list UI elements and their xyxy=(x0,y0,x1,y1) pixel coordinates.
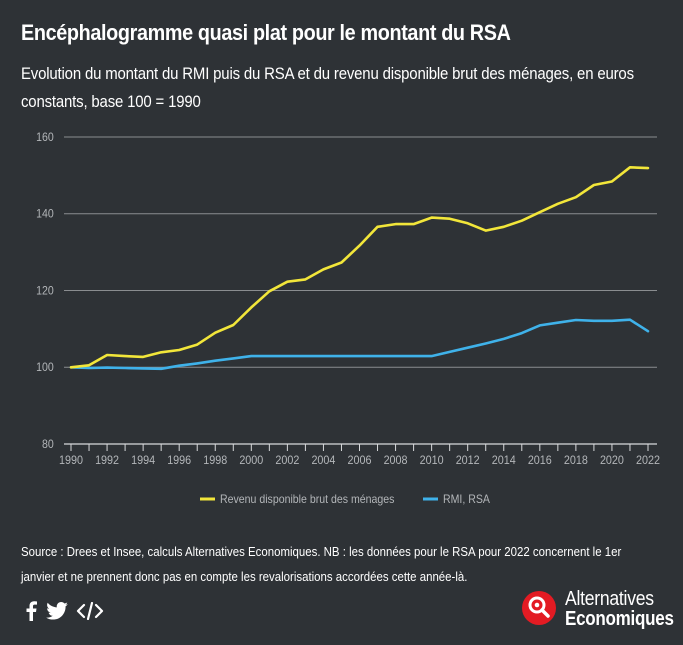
x-tick-label: 1994 xyxy=(131,453,155,467)
x-axis: 1990 1992 1994 1996 1998 2000 2002 2004 2006 2008… xyxy=(59,443,660,467)
facebook-icon[interactable] xyxy=(24,601,38,626)
x-tick-label: 2010 xyxy=(420,453,444,467)
x-tick-label: 2018 xyxy=(564,453,588,467)
x-tick-label: 2014 xyxy=(492,453,516,467)
logo-text-line1: Alternatives xyxy=(565,588,654,610)
y-tick-label: 80 xyxy=(42,438,54,451)
social-share-bar xyxy=(24,601,104,626)
x-tick-label: 2022 xyxy=(636,453,660,467)
twitter-icon[interactable] xyxy=(46,602,68,625)
x-tick-label: 2002 xyxy=(275,453,299,467)
embed-code-icon[interactable] xyxy=(76,601,104,625)
chart-title: Encéphalogramme quasi plat pour le monta… xyxy=(21,20,511,45)
y-tick-label: 120 xyxy=(36,285,54,298)
x-tick-label: 2000 xyxy=(239,453,263,467)
y-axis: 80 100 120 140 160 xyxy=(36,131,54,451)
y-tick-label: 100 xyxy=(36,362,54,375)
series-line xyxy=(69,165,650,369)
line-chart: 80 100 120 140 160 1990 1992 1994 1996 1998 2000 2… xyxy=(36,131,660,506)
x-tick-label: 2006 xyxy=(348,453,372,467)
y-tick-label: 140 xyxy=(36,208,54,221)
logo-text-line2: Economiques xyxy=(565,608,674,630)
chart-subtitle: Evolution du montant du RMI puis du RSA … xyxy=(21,64,634,111)
x-tick-label: 1998 xyxy=(203,453,227,467)
x-tick-label: 1992 xyxy=(95,453,119,467)
y-tick-label: 160 xyxy=(36,131,54,144)
x-tick-label: 2016 xyxy=(528,453,552,467)
x-tick-label: 2020 xyxy=(600,453,624,467)
x-tick-label: 2008 xyxy=(384,453,408,467)
x-tick-label: 2004 xyxy=(311,453,335,467)
series-lines xyxy=(69,165,650,371)
alternatives-economiques-logo: Alternatives Economiques xyxy=(522,588,674,630)
legend-label: Revenu disponible brut des ménages xyxy=(220,492,394,506)
logo-magnifier-icon xyxy=(522,591,556,625)
x-tick-label: 1990 xyxy=(59,453,83,467)
legend-label: RMI, RSA xyxy=(443,492,490,506)
legend: Revenu disponible brut des ménages RMI, R… xyxy=(200,492,490,506)
x-tick-label: 1996 xyxy=(167,453,191,467)
source-note: Source : Drees et Insee, calculs Alterna… xyxy=(21,544,622,584)
x-tick-label: 2012 xyxy=(456,453,480,467)
grid-lines xyxy=(64,136,657,368)
series-line xyxy=(69,318,650,371)
